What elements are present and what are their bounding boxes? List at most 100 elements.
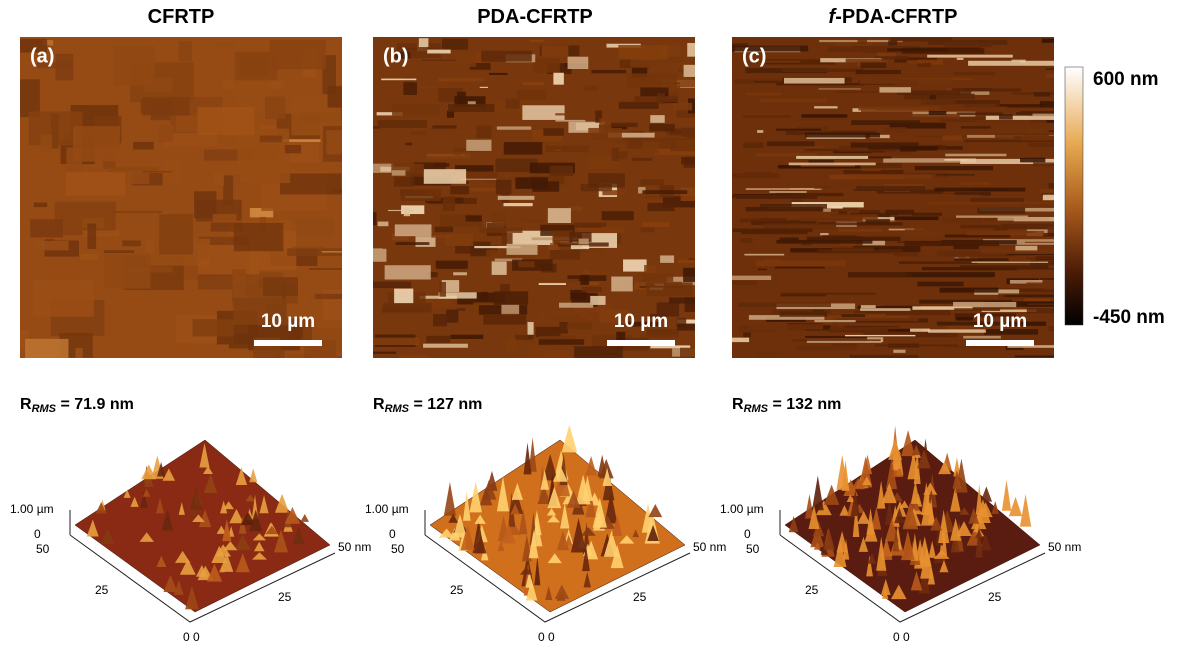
panel-label: (b): [383, 45, 409, 67]
afm-feature: [887, 48, 947, 51]
afm-feature: [466, 215, 482, 221]
afm-feature: [953, 72, 995, 75]
afm-feature: [956, 317, 974, 321]
afm-feature: [730, 195, 806, 198]
rms-value: = 71.9 nm: [56, 396, 134, 413]
afm-feature: [619, 102, 659, 109]
afm-feature: [553, 73, 563, 85]
afm-feature: [502, 233, 513, 245]
afm-feature: [814, 320, 855, 322]
afm-feature: [776, 129, 821, 131]
afm-feature: [641, 335, 678, 338]
afm-feature: [548, 208, 571, 223]
afm-feature: [642, 273, 674, 281]
afm-feature: [681, 157, 725, 164]
afm-feature: [929, 111, 947, 115]
afm-image: [15, 37, 388, 391]
afm-feature: [260, 136, 282, 143]
afm-feature: [494, 291, 528, 304]
afm-feature: [270, 40, 326, 69]
afm-feature: [611, 277, 632, 292]
afm-feature: [550, 166, 573, 176]
afm-feature: [370, 338, 419, 345]
afm-feature: [861, 305, 876, 308]
afm-feature: [453, 272, 467, 275]
afm-feature: [670, 137, 716, 151]
afm-feature: [55, 54, 73, 81]
afm-feature: [845, 335, 915, 336]
afm-feature: [643, 142, 659, 153]
y-mid-label: 25: [805, 583, 819, 597]
afm-feature: [415, 236, 435, 247]
afm-feature: [309, 268, 365, 270]
x-mid-label: 25: [278, 590, 292, 604]
z-top-label: 1.00 µm: [10, 502, 54, 516]
afm-feature: [539, 336, 576, 339]
afm-feature: [893, 350, 905, 353]
afm-feature: [385, 265, 431, 279]
x-mid-label: 25: [988, 590, 1002, 604]
afm-feature: [744, 254, 784, 256]
afm-feature: [961, 126, 991, 128]
scale-bar: [254, 340, 322, 346]
afm-feature: [217, 42, 234, 48]
afm-feature: [995, 104, 1045, 106]
afm-feature: [466, 140, 491, 151]
afm-feature: [968, 61, 1061, 66]
afm-feature: [642, 190, 687, 194]
afm-feature: [820, 233, 828, 235]
afm-feature: [30, 219, 63, 237]
afm-feature: [954, 258, 1008, 261]
panel-title: CFRTP: [148, 6, 215, 28]
afm-feature: [87, 224, 96, 250]
afm-feature: [496, 180, 512, 194]
afm-feature: [860, 308, 910, 311]
afm-feature: [678, 260, 722, 263]
afm-feature: [618, 45, 667, 60]
afm-feature: [993, 358, 1027, 363]
afm-feature: [369, 212, 377, 225]
afm-feature: [767, 141, 814, 146]
afm-feature: [959, 257, 978, 258]
scale-bar-label: 10 µm: [973, 311, 1027, 332]
afm-feature: [426, 153, 470, 159]
afm-feature: [426, 336, 450, 343]
afm-feature: [439, 282, 446, 297]
afm-feature: [888, 40, 897, 45]
afm-feature: [757, 130, 763, 133]
afm-feature: [749, 324, 823, 329]
afm-feature: [433, 314, 447, 326]
afm-feature: [588, 128, 622, 141]
afm-feature: [543, 128, 563, 135]
afm-feature: [481, 292, 488, 301]
afm-feature: [328, 86, 343, 107]
afm-feature: [743, 142, 763, 147]
afm-feature: [33, 279, 94, 317]
afm-feature: [536, 279, 579, 283]
afm-feature: [900, 146, 937, 150]
afm-feature: [1040, 189, 1067, 193]
afm-feature: [899, 261, 977, 263]
afm-feature: [1034, 92, 1050, 96]
afm-feature: [574, 223, 606, 227]
rms-text: RRMS = 71.9 nm: [20, 396, 134, 415]
afm-feature: [285, 145, 301, 153]
afm-feature: [879, 118, 948, 120]
afm-feature: [476, 126, 491, 138]
afm-feature: [986, 116, 1055, 120]
afm-feature: [315, 357, 359, 364]
afm-feature: [461, 179, 496, 180]
afm-feature: [584, 86, 598, 90]
afm-feature: [80, 254, 98, 260]
afm-feature: [989, 148, 1002, 151]
afm-feature: [143, 171, 172, 172]
afm-image: [368, 37, 727, 368]
afm-feature: [915, 166, 993, 170]
afm-feature: [498, 196, 535, 200]
afm-feature: [401, 189, 441, 201]
afm-feature: [623, 259, 647, 271]
surface-spike: [648, 504, 662, 517]
afm-feature: [192, 319, 234, 336]
afm-feature: [506, 338, 516, 351]
afm-feature: [446, 310, 458, 323]
